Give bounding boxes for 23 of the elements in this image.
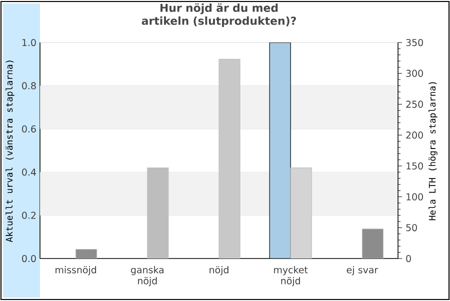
y-tick-label: 1.0	[22, 39, 36, 46]
y2-tick-label: 150	[406, 162, 423, 170]
chart-title: Hur nöjd är du med artikeln (slutprodukten)?	[142, 4, 296, 28]
y-tick-label: 0.2	[22, 212, 36, 220]
y-tick-label: 0.4	[22, 168, 36, 176]
y2-tick-label: 250	[406, 100, 423, 108]
y2-tick-label: 200	[406, 132, 423, 139]
x-tick-label: missnöjd	[56, 266, 96, 276]
y2-tick-label: 350	[406, 39, 423, 46]
y-tick-label: 0.0	[22, 255, 36, 262]
x-tick-label: nöjd	[210, 266, 228, 276]
y2-tick-label: 100	[406, 193, 423, 201]
bar	[147, 168, 169, 259]
y-tick-label: 0.6	[22, 126, 36, 133]
y2-tick-label: 50	[406, 224, 417, 232]
y-tick-label: 0.8	[22, 82, 36, 90]
y-axis-title: Aktuellt urval (vänstra staplarna)	[6, 60, 14, 242]
x-tick-label: mycket nöjd	[274, 266, 308, 286]
y2-tick-label: 0	[406, 255, 411, 262]
y2-axis-title: Hela LTH (högra staplarna)	[428, 82, 438, 220]
x-tick-label: ganska nöjd	[130, 266, 164, 286]
x-tick-label: ej svar	[346, 266, 378, 276]
y2-tick-label: 300	[406, 70, 423, 78]
